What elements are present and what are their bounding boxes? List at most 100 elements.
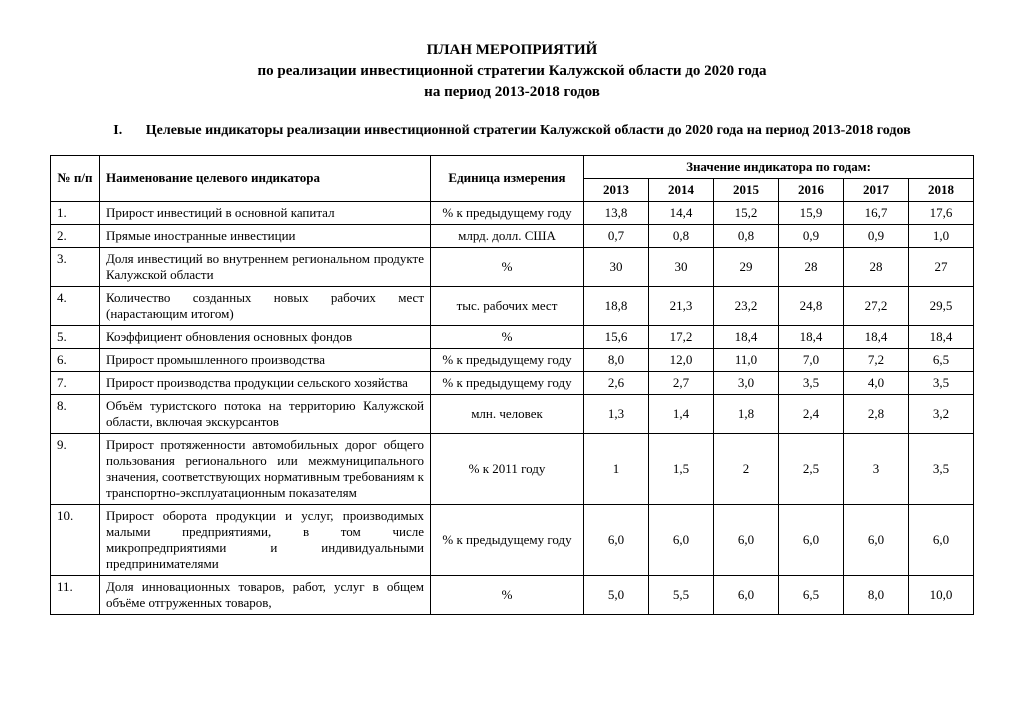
th-num: № п/п [51,155,100,201]
cell-name: Прирост промышленного производства [100,348,431,371]
cell-value: 3 [844,433,909,504]
cell-value: 14,4 [649,201,714,224]
cell-value: 17,6 [909,201,974,224]
cell-num: 1. [51,201,100,224]
th-years-group: Значение индикатора по годам: [584,155,974,178]
section-header: I. Целевые индикаторы реализации инвести… [50,121,974,141]
cell-value: 18,4 [714,325,779,348]
cell-value: 30 [584,247,649,286]
cell-value: 2,5 [779,433,844,504]
cell-unit: % к предыдущему году [431,504,584,575]
cell-name: Доля инвестиций во внутреннем региональн… [100,247,431,286]
cell-value: 5,0 [584,575,649,614]
cell-value: 0,8 [714,224,779,247]
cell-value: 6,0 [714,575,779,614]
cell-num: 8. [51,394,100,433]
cell-name: Прирост протяженности автомобильных доро… [100,433,431,504]
cell-value: 10,0 [909,575,974,614]
cell-value: 15,2 [714,201,779,224]
cell-value: 12,0 [649,348,714,371]
cell-value: 4,0 [844,371,909,394]
cell-value: 16,7 [844,201,909,224]
cell-value: 2,4 [779,394,844,433]
table-row: 1.Прирост инвестиций в основной капитал%… [51,201,974,224]
cell-value: 5,5 [649,575,714,614]
cell-value: 8,0 [844,575,909,614]
cell-name: Прирост оборота продукции и услуг, произ… [100,504,431,575]
cell-value: 8,0 [584,348,649,371]
cell-name: Объём туристского потока на территорию К… [100,394,431,433]
cell-value: 29 [714,247,779,286]
cell-value: 6,0 [844,504,909,575]
document-title: ПЛАН МЕРОПРИЯТИЙ по реализации инвестици… [50,40,974,103]
cell-value: 1,5 [649,433,714,504]
cell-value: 23,2 [714,286,779,325]
cell-unit: % [431,325,584,348]
cell-unit: % к 2011 году [431,433,584,504]
section-roman: I. [113,121,122,141]
cell-value: 13,8 [584,201,649,224]
table-row: 3.Доля инвестиций во внутреннем регионал… [51,247,974,286]
cell-value: 0,7 [584,224,649,247]
cell-name: Прирост инвестиций в основной капитал [100,201,431,224]
table-row: 4.Количество созданных новых рабочих мес… [51,286,974,325]
cell-num: 4. [51,286,100,325]
cell-num: 6. [51,348,100,371]
title-line-2: по реализации инвестиционной стратегии К… [50,61,974,82]
title-line-1: ПЛАН МЕРОПРИЯТИЙ [50,40,974,61]
cell-value: 18,8 [584,286,649,325]
cell-num: 11. [51,575,100,614]
cell-unit: % к предыдущему году [431,201,584,224]
cell-value: 18,4 [909,325,974,348]
cell-value: 3,0 [714,371,779,394]
cell-value: 3,5 [909,371,974,394]
cell-name: Прямые иностранные инвестиции [100,224,431,247]
cell-unit: млн. человек [431,394,584,433]
th-unit: Единица измерения [431,155,584,201]
table-header-row-1: № п/п Наименование целевого индикатора Е… [51,155,974,178]
cell-unit: % [431,247,584,286]
cell-value: 24,8 [779,286,844,325]
cell-value: 28 [779,247,844,286]
cell-unit: % [431,575,584,614]
cell-value: 1,8 [714,394,779,433]
cell-value: 27,2 [844,286,909,325]
table-row: 6.Прирост промышленного производства% к … [51,348,974,371]
cell-num: 9. [51,433,100,504]
cell-name: Коэффициент обновления основных фондов [100,325,431,348]
table-row: 5.Коэффициент обновления основных фондов… [51,325,974,348]
cell-value: 6,0 [779,504,844,575]
cell-value: 15,6 [584,325,649,348]
cell-value: 1 [584,433,649,504]
cell-value: 2,6 [584,371,649,394]
cell-name: Количество созданных новых рабочих мест … [100,286,431,325]
th-year: 2017 [844,178,909,201]
cell-value: 30 [649,247,714,286]
cell-value: 2,8 [844,394,909,433]
th-name: Наименование целевого индикатора [100,155,431,201]
cell-value: 1,3 [584,394,649,433]
table-row: 11.Доля инновационных товаров, работ, ус… [51,575,974,614]
cell-value: 1,4 [649,394,714,433]
cell-value: 29,5 [909,286,974,325]
cell-num: 5. [51,325,100,348]
cell-value: 6,0 [584,504,649,575]
cell-value: 0,9 [844,224,909,247]
cell-value: 6,0 [714,504,779,575]
section-text: Целевые индикаторы реализации инвестицио… [146,123,911,138]
cell-unit: % к предыдущему году [431,348,584,371]
cell-value: 18,4 [779,325,844,348]
cell-value: 17,2 [649,325,714,348]
cell-name: Прирост производства продукции сельского… [100,371,431,394]
cell-value: 7,2 [844,348,909,371]
cell-num: 7. [51,371,100,394]
table-row: 8.Объём туристского потока на территорию… [51,394,974,433]
cell-num: 3. [51,247,100,286]
th-year: 2016 [779,178,844,201]
table-row: 2.Прямые иностранные инвестициимлрд. дол… [51,224,974,247]
cell-num: 2. [51,224,100,247]
cell-value: 6,0 [909,504,974,575]
th-year: 2013 [584,178,649,201]
cell-value: 0,9 [779,224,844,247]
cell-value: 15,9 [779,201,844,224]
